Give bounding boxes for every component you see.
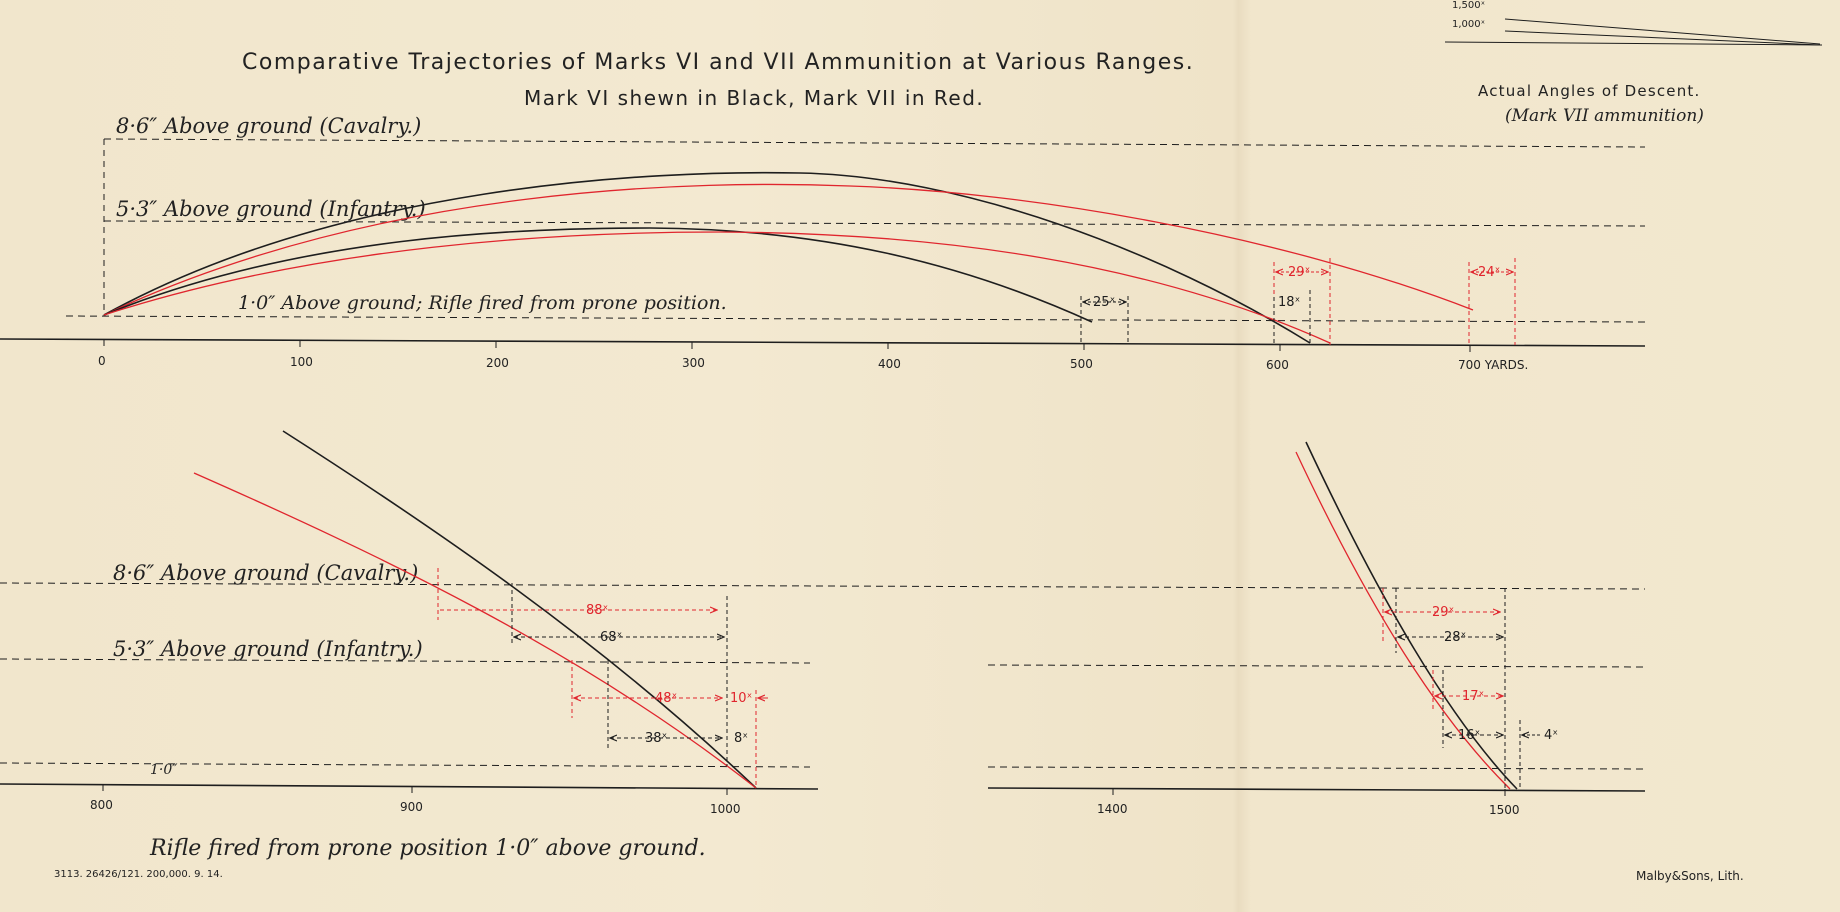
top-axis-ticks bbox=[103, 339, 1471, 352]
br-axis-label-1400: 1400 bbox=[1097, 802, 1128, 816]
br-ground-line bbox=[987, 766, 1646, 770]
top-cavalry-line bbox=[103, 138, 1646, 148]
top-measure-black-500-label: 25ˣ bbox=[1093, 295, 1116, 310]
bottom-right-panel: 29ˣ 28ˣ 17ˣ 16ˣ 4ˣ 1400 1500 bbox=[987, 441, 1646, 817]
top-measure-red-700: 24ˣ bbox=[1468, 258, 1516, 345]
bl-mark-vi-trajectory bbox=[282, 430, 757, 789]
top-axis-label-100: 100 bbox=[290, 355, 313, 369]
bottom-left-panel: 88ˣ 68ˣ 48ˣ 38ˣ 10ˣ 8ˣ 800 900 1000 bbox=[0, 430, 1646, 816]
top-measure-black-500: 25ˣ bbox=[1080, 295, 1129, 345]
top-measure-red-600-label: 29ˣ bbox=[1288, 265, 1311, 280]
br-black-infantry-measure: 16ˣ bbox=[1458, 728, 1481, 743]
top-measure-red-600: 29ˣ bbox=[1273, 258, 1331, 345]
bl-ground-line bbox=[0, 762, 811, 768]
top-mark-vi-cavalry-trajectory bbox=[103, 171, 1311, 344]
angles-heading: Actual Angles of Descent. bbox=[1478, 82, 1701, 100]
top-mark-vii-prone-trajectory bbox=[103, 231, 1331, 344]
bl-axis-label-800: 800 bbox=[90, 798, 113, 812]
top-axis bbox=[0, 338, 1646, 347]
top-prone-line bbox=[65, 315, 1646, 323]
top-mark-vii-cavalry-trajectory bbox=[103, 183, 1474, 316]
br-axis-label-1500: 1500 bbox=[1489, 803, 1520, 817]
top-measure-black-600-label: 18ˣ bbox=[1278, 295, 1301, 310]
top-label-prone: 1·0″ Above ground; Rifle fired from pron… bbox=[238, 292, 727, 314]
bottom-label-infantry: 5·3″ Above ground (Infantry.) bbox=[113, 637, 423, 661]
bl-axis bbox=[0, 783, 819, 790]
bl-mark-vii-trajectory bbox=[193, 472, 757, 789]
bl-red-infantry-measure: 48ˣ bbox=[655, 691, 678, 706]
bottom-caption: Rifle fired from prone position 1·0″ abo… bbox=[150, 836, 706, 861]
top-axis-label-400: 400 bbox=[878, 357, 901, 371]
angles-of-descent bbox=[1444, 18, 1823, 46]
bl-infantry-line bbox=[0, 658, 811, 664]
bl-axis-label-1000: 1000 bbox=[710, 802, 741, 816]
top-axis-label-500: 500 bbox=[1070, 357, 1093, 371]
top-axis-label-200: 200 bbox=[486, 356, 509, 370]
bl-axis-label-900: 900 bbox=[400, 800, 423, 814]
br-black-cavalry-measure: 28ˣ bbox=[1444, 630, 1467, 645]
br-axis bbox=[987, 787, 1646, 792]
br-short-measure: 4ˣ bbox=[1544, 728, 1558, 743]
bl-black-short-measure: 8ˣ bbox=[734, 731, 748, 746]
angle-label-1500: 1,500ˣ bbox=[1452, 0, 1486, 11]
top-mark-vi-prone-trajectory bbox=[103, 227, 1093, 323]
footer-lithographer: Malby&Sons, Lith. bbox=[1636, 869, 1744, 883]
bl-cavalry-line bbox=[0, 582, 1646, 590]
top-measure-red-700-label: 24ˣ bbox=[1478, 265, 1501, 280]
top-axis-label-0: 0 bbox=[98, 354, 106, 368]
top-axis-label-300: 300 bbox=[682, 356, 705, 370]
bl-black-infantry-measure: 38ˣ bbox=[645, 731, 668, 746]
br-infantry-line bbox=[987, 664, 1646, 668]
footer-print-code: 3113. 26426/121. 200,000. 9. 14. bbox=[54, 869, 223, 880]
bottom-label-ground: 1·0″ bbox=[150, 762, 178, 778]
br-red-infantry-measure: 17ˣ bbox=[1462, 689, 1485, 704]
top-label-infantry: 5·3″ Above ground (Infantry.) bbox=[116, 197, 426, 221]
diagram-subtitle: Mark VI shewn in Black, Mark VII in Red. bbox=[524, 86, 985, 110]
diagram-title: Comparative Trajectories of Marks VI and… bbox=[242, 50, 1195, 75]
br-red-cavalry-measure: 29ˣ bbox=[1432, 605, 1455, 620]
br-mark-vii-trajectory bbox=[1295, 451, 1511, 790]
angle-label-1000: 1,000ˣ bbox=[1452, 19, 1486, 30]
top-infantry-line bbox=[103, 220, 1646, 227]
bl-black-cavalry-measure: 68ˣ bbox=[600, 630, 623, 645]
top-axis-label-600: 600 bbox=[1266, 358, 1289, 372]
bottom-label-cavalry: 8·6″ Above ground (Cavalry.) bbox=[113, 561, 419, 585]
br-mark-vi-trajectory bbox=[1305, 441, 1518, 790]
bl-red-cavalry-measure: 88ˣ bbox=[586, 603, 609, 618]
angles-subheading: (Mark VII ammunition) bbox=[1505, 106, 1704, 126]
top-label-cavalry: 8·6″ Above ground (Cavalry.) bbox=[116, 114, 422, 138]
bl-red-short-measure: 10ˣ bbox=[730, 691, 753, 706]
top-axis-label-700: 700 YARDS. bbox=[1458, 358, 1528, 372]
top-panel: 25ˣ 18ˣ 29ˣ 24ˣ bbox=[0, 138, 1646, 372]
top-measure-black-600: 18ˣ bbox=[1273, 290, 1311, 345]
